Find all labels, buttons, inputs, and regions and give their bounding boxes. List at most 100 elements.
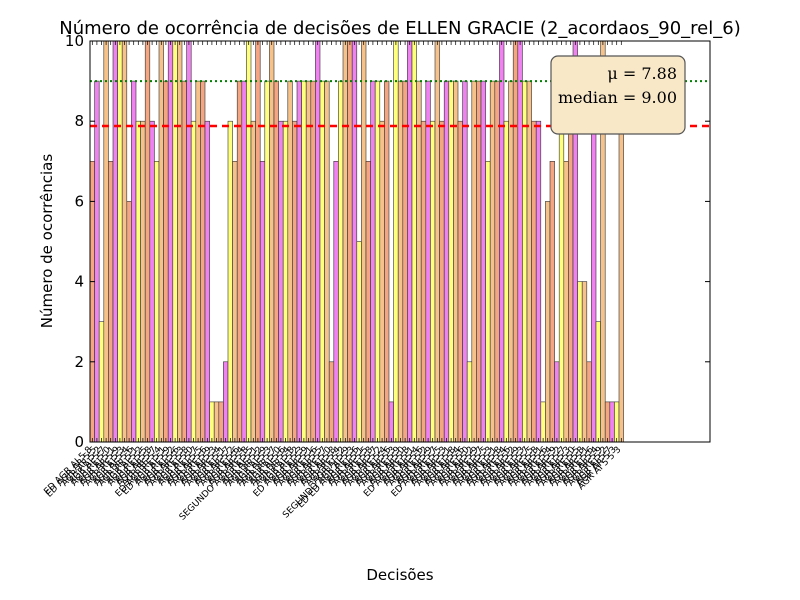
plot-frame [89,40,711,443]
bar [476,80,482,443]
bar [554,361,560,443]
bar [181,80,187,443]
x-axis-label: Decisões [366,566,433,584]
bar [439,120,445,443]
bar [269,40,275,443]
bar [480,80,486,443]
bar [526,80,532,443]
bar [213,401,220,443]
bar [131,80,137,443]
bar [227,120,233,443]
bar [108,161,114,443]
bar [264,80,270,443]
bar [328,361,335,443]
bar [494,80,500,443]
bar [586,361,592,443]
bar [292,120,298,443]
bar [535,120,542,443]
bar [379,120,385,443]
y-axis-ticks: 0 2 4 6 8 10 [65,32,710,451]
bar [365,161,371,443]
bar [517,40,523,443]
bar [568,120,574,443]
bar [485,161,491,443]
bar [158,40,164,443]
bar [347,40,353,443]
bar [522,80,528,443]
bar [126,201,132,443]
stats-box: μ = 7.88 median = 9.00 [550,55,686,135]
y-tick-label: 0 [74,433,84,451]
bar [508,80,514,443]
bar [397,80,404,443]
stats-mean: μ = 7.88 [607,64,677,83]
bar [595,321,601,443]
bar [512,40,519,443]
chart-title: Número de ocorrência de decisões de ELLE… [59,18,740,39]
bar [370,80,376,443]
bar [250,120,256,443]
bar [278,120,284,443]
bar [430,120,436,443]
bar [232,161,238,443]
bar [351,40,358,443]
bar [374,80,381,443]
bar [255,40,261,443]
y-tick-label: 8 [74,112,84,130]
bar [186,40,192,443]
bar [154,161,160,443]
bar [489,80,496,443]
bar [149,120,155,443]
bar [140,120,146,443]
y-tick-label: 2 [74,353,84,371]
bar [448,80,454,443]
bar [282,120,289,443]
bar [356,241,362,443]
bar [177,40,183,443]
bar [361,40,367,443]
bar [190,120,197,443]
bar [144,40,151,443]
bar [319,80,325,443]
bar [103,40,109,443]
bar [98,321,105,443]
bar [466,361,473,443]
bar [241,80,247,443]
bar [324,80,330,443]
bar [614,401,620,443]
bar [462,80,468,443]
bar [236,80,243,443]
bar [204,120,210,443]
bar [273,80,279,443]
bar [503,120,509,443]
bar [89,161,95,443]
bar [402,80,408,443]
bar [315,40,321,443]
bar [223,361,229,443]
stats-median: median = 9.00 [558,88,677,107]
bar [407,40,413,443]
bar [342,40,348,443]
bar [117,40,123,443]
bar [296,80,302,443]
bar [453,80,459,443]
bar [545,201,551,443]
bar [416,80,422,443]
y-axis-label: Número de ocorrências [38,154,56,329]
bar [420,120,427,443]
bar [581,281,588,443]
bars-group [89,40,624,443]
bar [112,40,118,443]
bar [471,80,477,443]
bar [604,401,611,443]
bar [209,401,215,443]
bar [425,80,431,443]
bar [246,40,252,443]
bar [393,40,399,443]
stats-box-background [550,55,686,135]
bar [195,80,201,443]
bar [338,80,344,443]
bar [172,40,178,443]
bar [384,80,390,443]
